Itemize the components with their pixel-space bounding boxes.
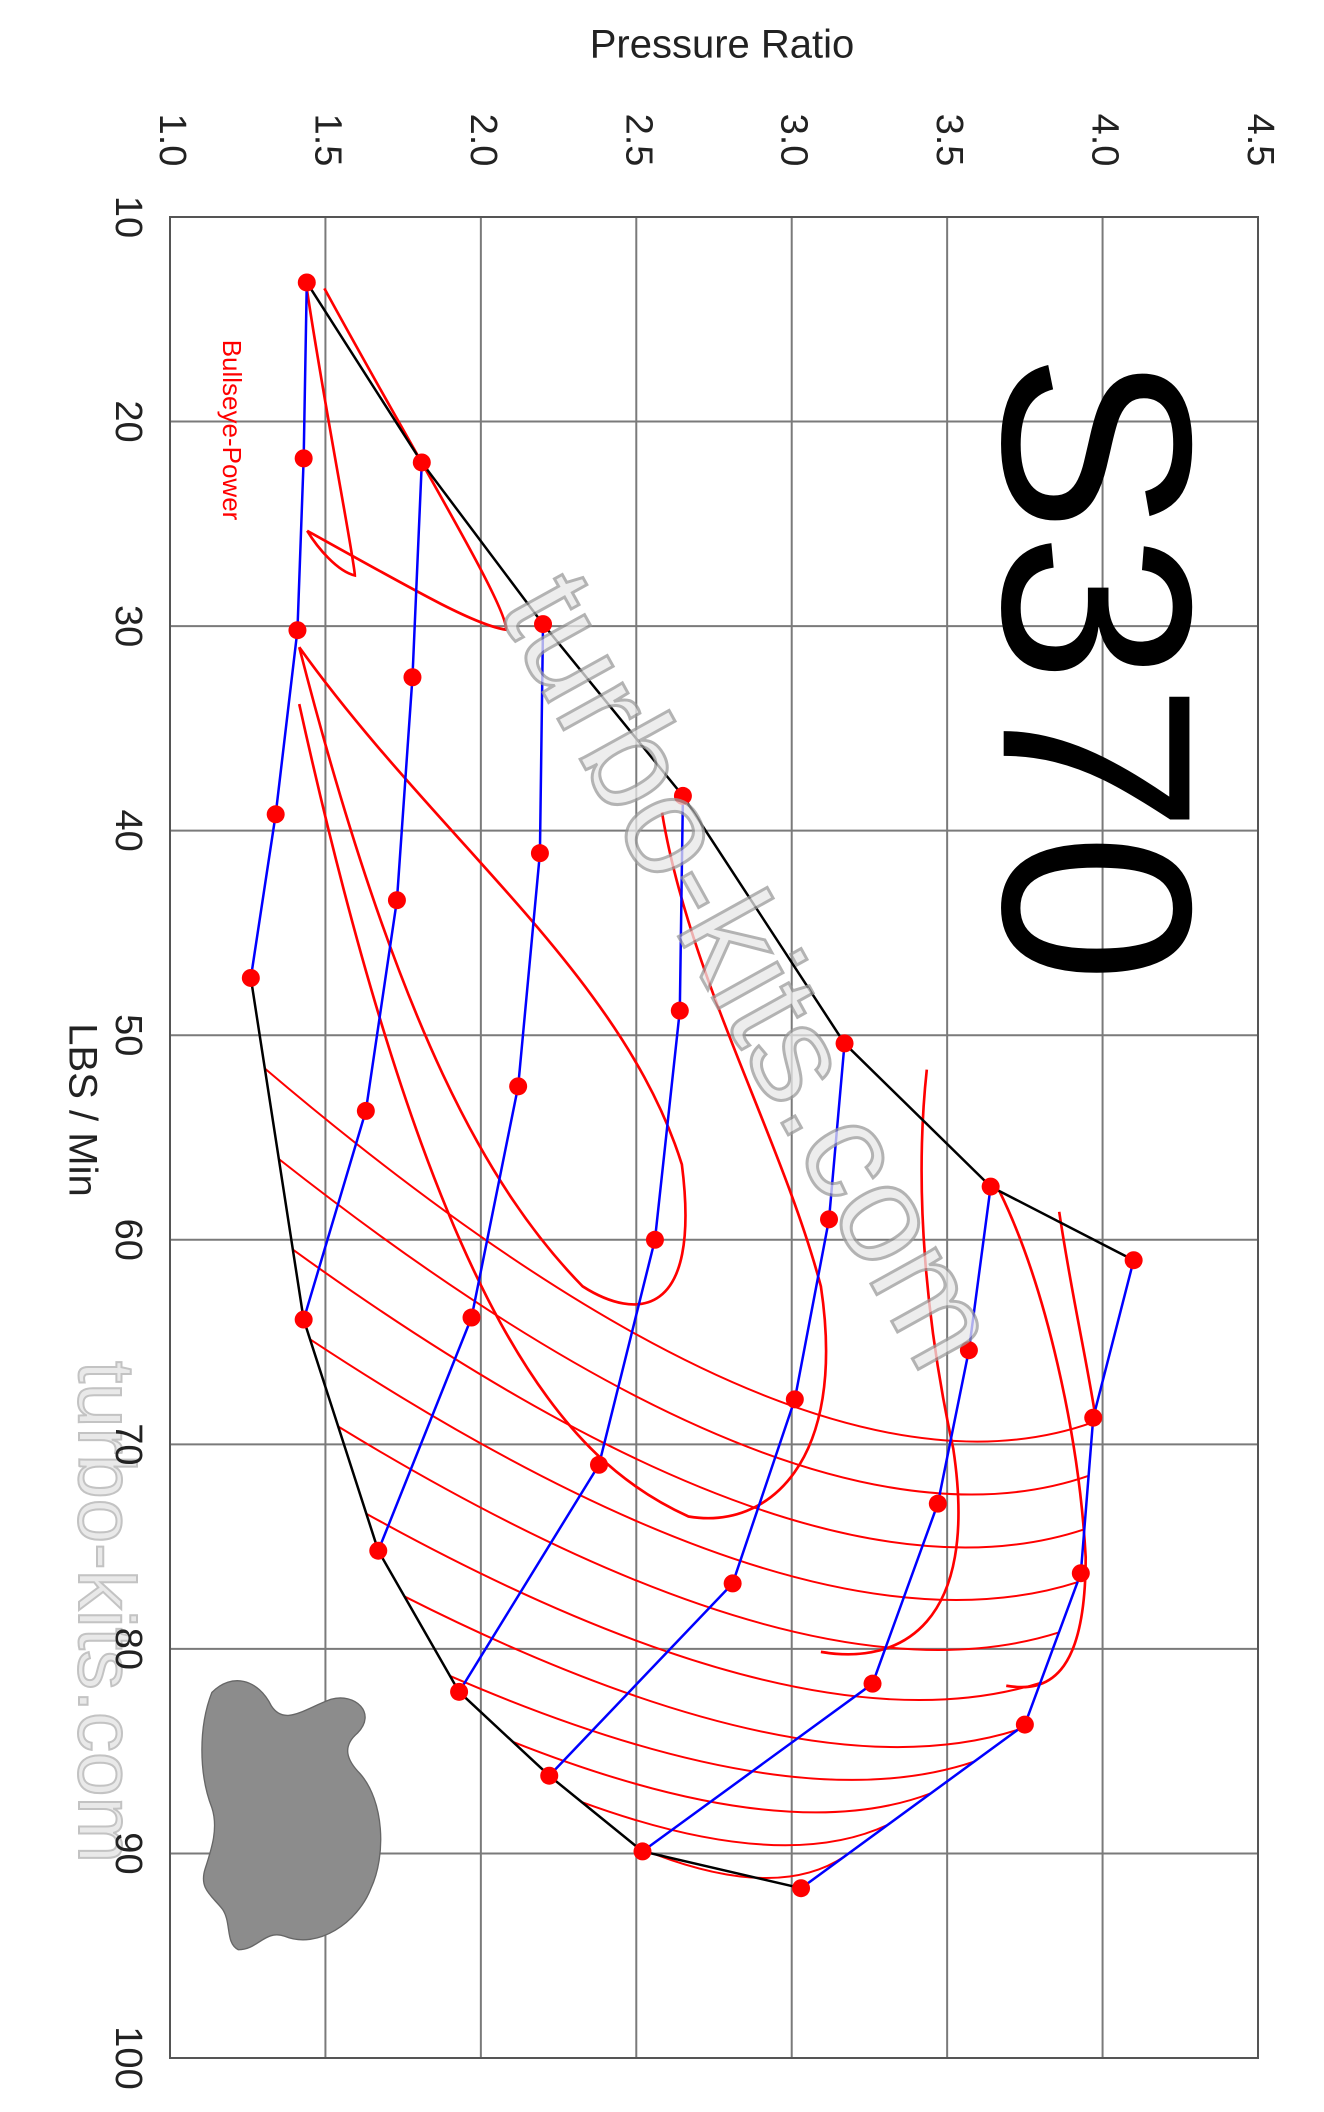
y-tick-label: 1.5 [306,114,348,167]
marker [670,1001,689,1020]
marker [387,891,406,910]
chart-title: S370 [946,353,1247,984]
efficiency-contour [264,1067,1094,1443]
marker [1071,1564,1090,1583]
y-tick-label: 4.0 [1084,114,1126,167]
marker [356,1101,375,1120]
efficiency-contour [512,1740,932,1814]
y-tick-label: 3.5 [928,114,970,167]
marker [645,1230,664,1249]
marker [1084,1408,1103,1427]
x-tick-label: 30 [107,605,149,647]
marker [1015,1715,1034,1734]
efficiency-contour [306,287,508,632]
marker [412,453,431,472]
efficiency-contour [365,1512,1041,1701]
efficiency-contour [655,1853,845,1879]
efficiency-contour [297,646,687,1306]
marker [294,449,313,468]
marker [403,668,422,687]
marker [589,1455,608,1474]
efficiency-contour [337,1425,1060,1651]
marker [534,615,553,634]
marker [294,1310,313,1329]
marker [959,1341,978,1360]
marker [820,1210,839,1229]
efficiency-contour [292,1248,1085,1549]
marker [266,805,285,824]
marker [785,1390,804,1409]
efficiency-contour [1057,1211,1098,1422]
marker [540,1766,559,1785]
plot-frame [169,216,1259,2059]
marker [723,1574,742,1593]
x-tick-label: 70 [107,1423,149,1465]
marker [297,273,316,292]
efficiency-contour [581,1801,889,1847]
x-tick-label: 50 [107,1014,149,1056]
marker [530,844,549,863]
marker [462,1308,481,1327]
marker [509,1077,528,1096]
marker [928,1494,947,1513]
watermark: turbo-kits.com [62,1361,151,1863]
y-tick-label: 2.0 [462,114,504,167]
marker [673,786,692,805]
efficiency-contour [820,1069,960,1656]
y-tick-label: 4.5 [1239,114,1281,167]
x-tick-label: 80 [107,1628,149,1670]
marker [633,1842,652,1861]
ticks: 1.0 1.5 2.0 2.5 3.0 3.5 4.0 4.5 10 20 30 40 50 60 70 80… [107,114,1281,2090]
marker [835,1034,854,1053]
x-axis-title: LBS / Min [60,1023,104,1196]
x-tick-label: 40 [107,810,149,852]
efficiency-contour [309,1338,1078,1601]
marker [1124,1251,1143,1270]
elephant [201,1680,382,1951]
x-tick-label: 60 [107,1219,149,1261]
x-tick-label: 100 [107,2026,149,2089]
marker [450,1682,469,1701]
contours [264,287,1098,1879]
marker [863,1674,882,1693]
x-tick-label: 20 [107,400,149,442]
marker [288,621,307,640]
x-tick-label: 90 [107,1832,149,1874]
marker [241,968,260,987]
markers [241,273,1143,1898]
efficiency-contour [297,703,828,1520]
subtitle: Bullseye-Power [217,340,247,521]
y-axis-title: Pressure Ratio [590,23,855,67]
marker [369,1541,388,1560]
marker [792,1879,811,1898]
marker [981,1177,1000,1196]
y-tick-label: 1.0 [151,114,193,167]
efficiency-contour [404,1595,1018,1749]
y-tick-label: 2.5 [617,114,659,167]
y-tick-label: 3.0 [773,114,815,167]
elephant-logo [201,1680,382,1951]
x-tick-label: 10 [107,196,149,238]
efficiency-contour [278,1158,1089,1496]
